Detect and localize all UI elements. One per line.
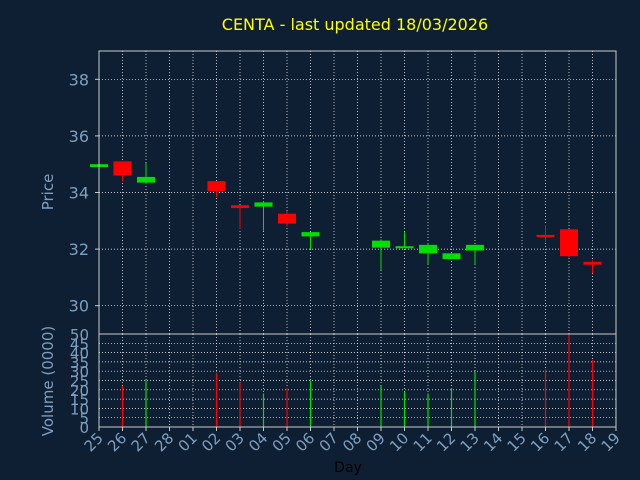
candle-body xyxy=(231,205,249,209)
candle-body xyxy=(419,244,437,254)
day-tick-label: 13 xyxy=(457,429,483,455)
day-tick-label: 12 xyxy=(433,429,459,455)
price-axis-ticks: 30 32 34 36 38 xyxy=(69,70,99,316)
price-candles xyxy=(90,161,602,274)
day-tick-label: 10 xyxy=(386,429,412,455)
day-tick-label: 11 xyxy=(410,429,436,455)
price-tick-label: 36 xyxy=(69,127,89,146)
day-tick-label: 14 xyxy=(480,429,506,455)
day-tick-label: 01 xyxy=(175,429,201,455)
volume-tick-label: 15 xyxy=(70,391,89,409)
x-axis-label: Day xyxy=(334,460,362,476)
candle-body xyxy=(536,234,555,237)
day-tick-label: 02 xyxy=(198,429,224,455)
candle-body xyxy=(113,161,132,176)
price-tick-label: 30 xyxy=(69,297,89,316)
candle-body xyxy=(207,181,226,192)
candle-body xyxy=(254,202,273,207)
volume-tick-label: 20 xyxy=(70,382,89,400)
day-tick-label: 26 xyxy=(104,429,130,455)
price-axis-label: Price xyxy=(39,174,57,211)
price-tick-label: 34 xyxy=(69,184,89,203)
candle-body xyxy=(278,213,296,224)
volume-tick-label: 35 xyxy=(70,354,89,372)
volume-tick-label: 5 xyxy=(79,410,89,428)
volume-tick-label: 10 xyxy=(70,400,89,418)
day-tick-label: 27 xyxy=(128,429,154,455)
candle-body xyxy=(137,176,155,183)
day-tick-label: 15 xyxy=(504,429,530,455)
day-tick-label: 07 xyxy=(316,429,342,455)
volume-axis-label: Volume (0000) xyxy=(39,326,57,436)
day-tick-label: 17 xyxy=(551,429,577,455)
volume-tick-label: 50 xyxy=(70,326,89,344)
candle-body xyxy=(583,261,602,265)
volume-tick-label: 0 xyxy=(79,419,89,437)
volume-tick-label: 45 xyxy=(70,335,89,353)
price-gridlines xyxy=(98,51,617,334)
candle-body xyxy=(372,240,390,248)
volume-tick-label: 30 xyxy=(70,363,89,381)
day-tick-label: 04 xyxy=(245,429,271,455)
price-tick-label: 38 xyxy=(69,70,89,89)
day-tick-label: 09 xyxy=(363,429,389,455)
candle-body xyxy=(442,253,461,260)
candle-body xyxy=(301,232,320,237)
day-axis-ticks: 2526272801020304050607080910111213141516… xyxy=(81,427,624,455)
volume-tick-label: 25 xyxy=(70,373,89,391)
day-tick-label: 18 xyxy=(574,429,600,455)
day-tick-label: 05 xyxy=(269,429,295,455)
candle-body xyxy=(560,229,578,257)
price-tick-label: 32 xyxy=(69,240,89,259)
volume-gridlines xyxy=(98,333,617,428)
day-tick-label: 16 xyxy=(527,429,553,455)
chart-title: CENTA - last updated 18/03/2026 xyxy=(222,15,488,34)
volume-tick-label: 40 xyxy=(70,345,89,363)
day-tick-label: 08 xyxy=(339,429,365,455)
candle-body xyxy=(395,246,414,249)
day-tick-label: 28 xyxy=(151,429,177,455)
day-tick-label: 06 xyxy=(292,429,318,455)
day-tick-label: 19 xyxy=(598,429,624,455)
candle-body xyxy=(466,244,484,251)
volume-bars xyxy=(121,334,594,427)
day-tick-label: 03 xyxy=(222,429,248,455)
